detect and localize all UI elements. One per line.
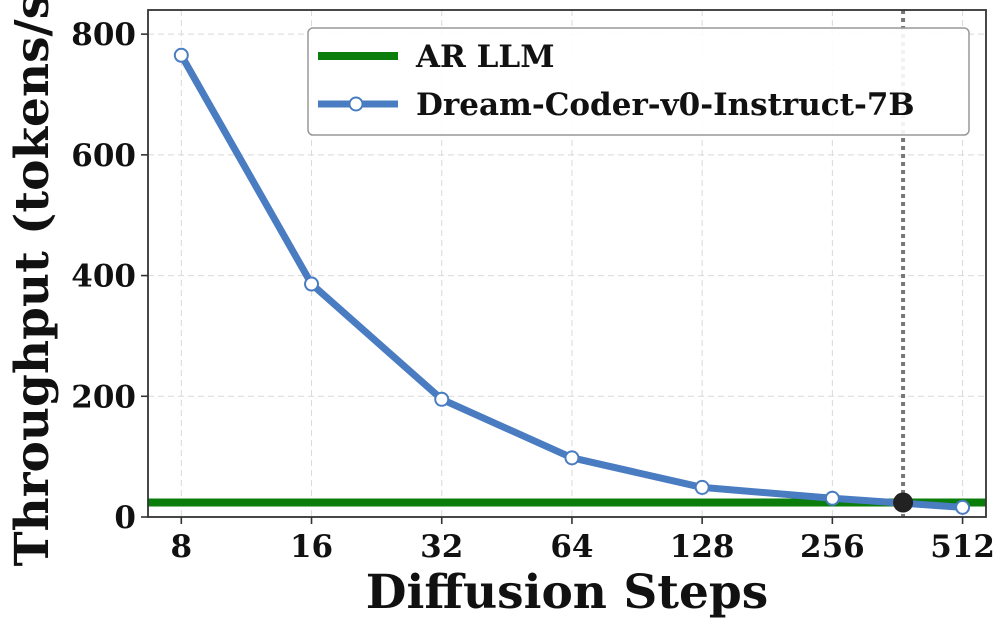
x-tick-label: 8 bbox=[171, 529, 193, 565]
y-tick-label: 0 bbox=[114, 500, 136, 536]
y-tick-label: 600 bbox=[71, 138, 136, 174]
crossover-point bbox=[893, 492, 914, 513]
x-axis-title: Diffusion Steps bbox=[366, 565, 768, 620]
dream-coder-point bbox=[564, 450, 580, 466]
y-tick-label: 800 bbox=[71, 17, 136, 53]
legend: AR LLM Dream-Coder-v0-Instruct-7B bbox=[307, 27, 970, 136]
dream-coder-point bbox=[173, 47, 189, 63]
y-tick-label: 400 bbox=[71, 259, 136, 295]
legend-marker-dream-coder bbox=[348, 96, 364, 112]
x-tick-label: 512 bbox=[930, 529, 995, 565]
x-tick-label: 16 bbox=[290, 529, 333, 565]
axis-ticks bbox=[141, 33, 964, 524]
legend-box bbox=[307, 27, 970, 136]
dream-coder-point bbox=[694, 479, 710, 495]
y-tick-label: 200 bbox=[71, 379, 136, 415]
x-tick-label: 128 bbox=[670, 529, 735, 565]
tick-labels: 8 16 32 64 128 256 512 0 200 400 600 800 bbox=[71, 17, 995, 565]
x-tick-label: 64 bbox=[550, 529, 593, 565]
dream-coder-point bbox=[824, 490, 840, 506]
plot-frame bbox=[147, 9, 987, 518]
legend-label-ar-llm: AR LLM bbox=[415, 39, 555, 75]
x-tick-label: 32 bbox=[420, 529, 463, 565]
y-axis-title: Throughput (tokens/s) bbox=[5, 0, 60, 566]
dream-coder-point bbox=[304, 276, 320, 292]
dream-coder-point bbox=[955, 499, 971, 515]
x-tick-label: 256 bbox=[800, 529, 865, 565]
data-points bbox=[173, 47, 971, 515]
dream-coder-point bbox=[434, 391, 450, 407]
legend-label-dream-coder: Dream-Coder-v0-Instruct-7B bbox=[416, 87, 915, 123]
